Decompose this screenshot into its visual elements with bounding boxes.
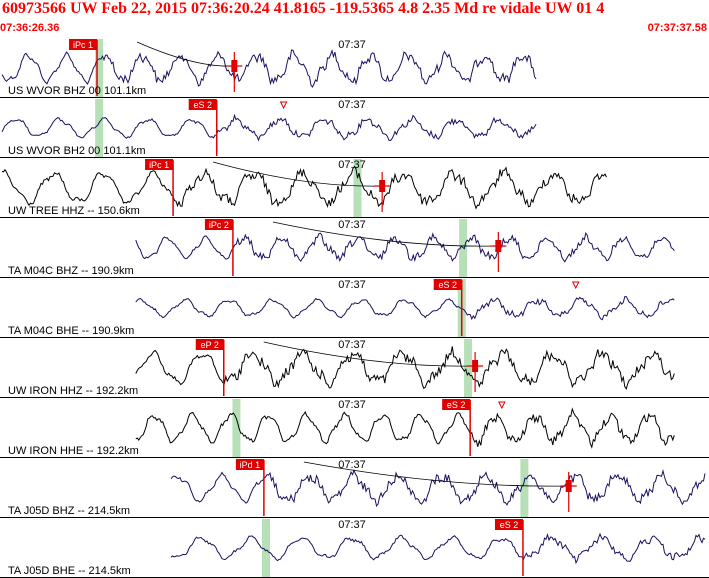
phase-pick-flag xyxy=(494,519,523,530)
theoretical-phase-triangle xyxy=(571,281,580,290)
minute-tick-label: 07:37 xyxy=(338,279,366,291)
phase-pick-flag xyxy=(235,459,264,470)
station-label: UW TREE HHZ -- 150.6km xyxy=(8,205,140,217)
phase-pick-flag xyxy=(204,219,233,230)
theoretical-phase-triangle xyxy=(279,101,288,110)
station-label: UW IRON HHZ -- 192.2km xyxy=(8,385,138,397)
travel-time-curve xyxy=(272,221,499,247)
station-label: US WVOR BH2 00 101.1km xyxy=(8,145,146,157)
phase-pick-label: iPc 1 xyxy=(73,40,93,50)
window-band xyxy=(353,159,362,217)
theoretical-phase-triangle xyxy=(498,401,506,410)
window-band xyxy=(262,519,270,577)
phase-pick-label: eS 2 xyxy=(500,520,519,530)
seismogram-panel[interactable]: 07:37 iPc 1 US WVOR BHZ 00 101.1km 07:37 eS … xyxy=(0,38,709,578)
window-band xyxy=(232,399,241,457)
phase-pick-label: iPc 1 xyxy=(149,160,169,170)
minute-tick-label: 07:37 xyxy=(338,459,366,471)
window-band xyxy=(95,99,104,157)
phase-pick-flag xyxy=(442,399,471,410)
station-label: TA J05D BHZ -- 214.5km xyxy=(8,505,130,517)
station-label: TA M04C BHZ -- 190.9km xyxy=(8,265,134,277)
start-time-label: 07:36:26.36 xyxy=(0,22,60,34)
waveform-trace xyxy=(135,296,675,321)
phase-pick-flag xyxy=(188,99,217,110)
travel-time-curve xyxy=(303,461,569,487)
minute-tick-label: 07:37 xyxy=(338,219,366,231)
minute-tick-label: 07:37 xyxy=(338,399,366,411)
waveform-trace xyxy=(1,113,537,142)
phase-pick-label: eP 2 xyxy=(201,340,219,350)
waveform-trace xyxy=(1,165,607,210)
travel-time-curve xyxy=(136,41,235,67)
waveform-trace xyxy=(170,468,706,507)
phase-pick-flag xyxy=(145,159,174,170)
waveform-trace xyxy=(135,231,675,263)
travel-time-curve xyxy=(263,341,476,367)
minute-tick-label: 07:37 xyxy=(338,99,366,111)
minute-tick-label: 07:37 xyxy=(338,159,366,171)
station-label: TA M04C BHE -- 190.9km xyxy=(8,325,134,337)
window-band xyxy=(464,339,473,397)
station-label: TA J05D BHE -- 214.5km xyxy=(8,565,131,577)
waveform-trace xyxy=(170,532,706,565)
minute-tick-label: 07:37 xyxy=(338,39,366,51)
minute-tick-label: 07:37 xyxy=(338,519,366,531)
travel-time-curve xyxy=(212,161,383,187)
waveform-trace xyxy=(1,48,537,88)
waveform-trace xyxy=(135,407,675,449)
phase-pick-flag xyxy=(433,279,462,290)
event-title: 60973566 UW Feb 22, 2015 07:36:20.24 41.… xyxy=(2,0,605,17)
end-time-label: 07:37:37.58 xyxy=(647,22,707,34)
phase-pick-flag xyxy=(69,39,98,50)
minute-tick-label: 07:37 xyxy=(338,339,366,351)
record-header: 60973566 UW Feb 22, 2015 07:36:20.24 41.… xyxy=(0,0,709,38)
phase-pick-label: eS 2 xyxy=(193,100,212,110)
phase-pick-label: eS 2 xyxy=(438,280,457,290)
window-band xyxy=(95,39,104,97)
window-band xyxy=(520,459,529,517)
phase-pick-flag xyxy=(195,339,224,350)
station-label: UW IRON HHE -- 192.2km xyxy=(8,445,139,457)
phase-pick-label: iPc 2 xyxy=(209,220,229,230)
station-label: US WVOR BHZ 00 101.1km xyxy=(8,85,146,97)
phase-pick-label: iPd 1 xyxy=(240,460,261,470)
phase-pick-label: eS 2 xyxy=(447,400,466,410)
waveform-trace xyxy=(135,346,675,390)
